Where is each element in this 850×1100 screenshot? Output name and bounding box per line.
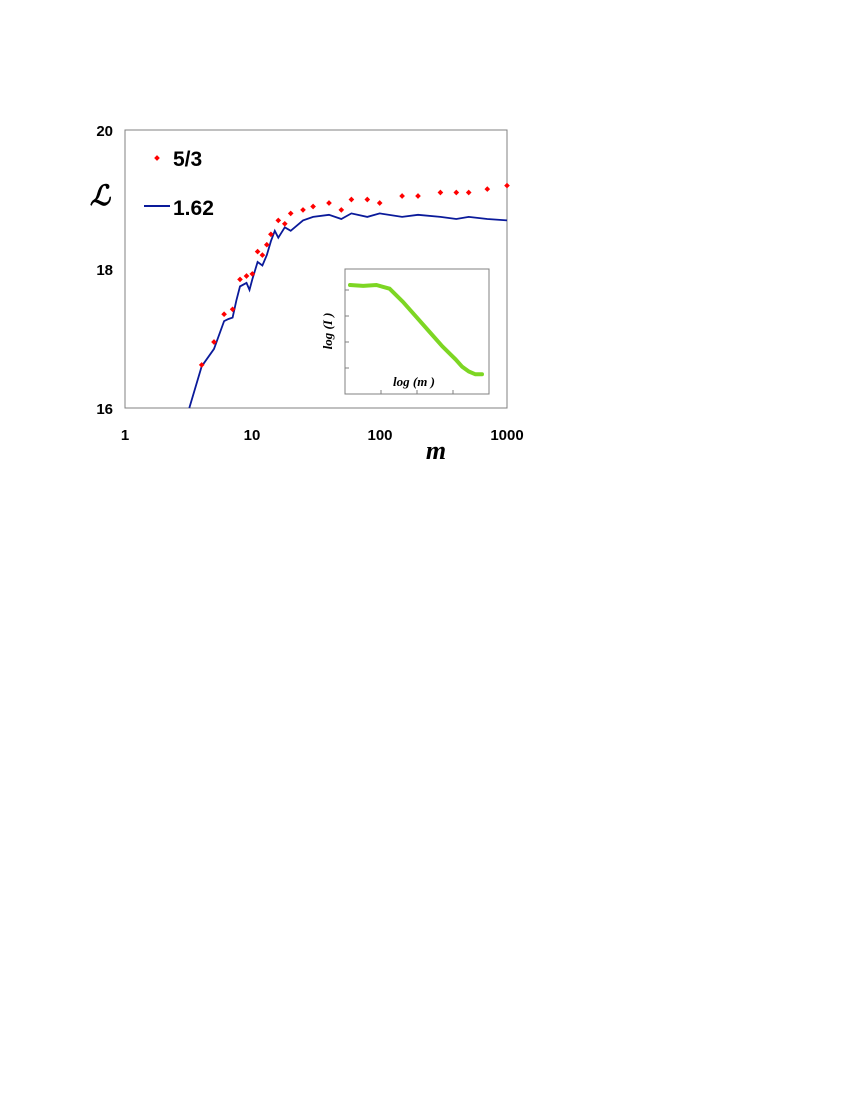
inset-plot-area bbox=[344, 268, 490, 395]
data-point-5-3 bbox=[504, 182, 510, 189]
data-point-5-3 bbox=[364, 196, 371, 203]
data-point-5-3 bbox=[338, 207, 345, 213]
x-tick-label-1: 1 bbox=[121, 427, 129, 444]
inset-y-axis-title: log (I ) bbox=[320, 313, 335, 350]
series-line-1-62 bbox=[188, 212, 508, 409]
data-point-5-3 bbox=[465, 189, 472, 196]
x-tick-label-100: 100 bbox=[367, 427, 392, 444]
data-point-5-3 bbox=[484, 186, 491, 192]
data-point-5-3 bbox=[300, 207, 306, 213]
data-point-5-3 bbox=[259, 252, 266, 258]
inset-x-axis-title: log (m ) bbox=[393, 374, 435, 389]
data-point-5-3 bbox=[211, 339, 217, 345]
y-axis-title: ℒ bbox=[90, 181, 112, 212]
inset-series-line bbox=[348, 282, 484, 377]
x-tick-label-10: 10 bbox=[244, 427, 261, 444]
data-point-5-3 bbox=[281, 220, 288, 227]
data-point-5-3 bbox=[415, 193, 421, 199]
data-point-5-3 bbox=[221, 311, 227, 318]
data-point-5-3 bbox=[348, 196, 355, 203]
data-point-5-3 bbox=[263, 241, 270, 248]
inset-chart: log (m ) log (I ) bbox=[320, 268, 490, 395]
data-point-5-3 bbox=[453, 189, 460, 196]
legend-marker-5-3 bbox=[154, 155, 160, 161]
data-point-5-3 bbox=[249, 271, 256, 277]
data-point-5-3 bbox=[243, 273, 250, 279]
data-point-5-3 bbox=[254, 248, 261, 255]
legend-label-5-3: 5/3 bbox=[173, 148, 202, 171]
inset-ticks bbox=[345, 289, 454, 394]
y-tick-label-18: 18 bbox=[96, 262, 113, 279]
x-axis-title: m bbox=[426, 436, 446, 465]
data-point-5-3 bbox=[326, 200, 332, 206]
main-plot-area bbox=[124, 129, 508, 409]
x-tick-label-1000: 1000 bbox=[490, 427, 523, 444]
data-point-5-3 bbox=[399, 193, 405, 199]
data-point-5-3 bbox=[229, 306, 236, 313]
data-point-5-3 bbox=[287, 210, 294, 217]
data-point-5-3 bbox=[198, 362, 205, 368]
legend: 5/3 1.62 bbox=[144, 148, 214, 220]
data-point-5-3 bbox=[310, 203, 316, 210]
legend-label-1-62: 1.62 bbox=[173, 197, 214, 220]
data-point-5-3 bbox=[237, 276, 243, 283]
data-point-5-3 bbox=[376, 200, 383, 206]
main-series-group bbox=[188, 182, 510, 409]
data-point-5-3 bbox=[275, 217, 282, 224]
inset-series-group bbox=[348, 282, 484, 377]
y-tick-label-16: 16 bbox=[96, 401, 113, 418]
data-point-5-3 bbox=[437, 189, 444, 196]
data-point-5-3 bbox=[268, 231, 274, 238]
y-tick-label-20: 20 bbox=[96, 123, 113, 140]
